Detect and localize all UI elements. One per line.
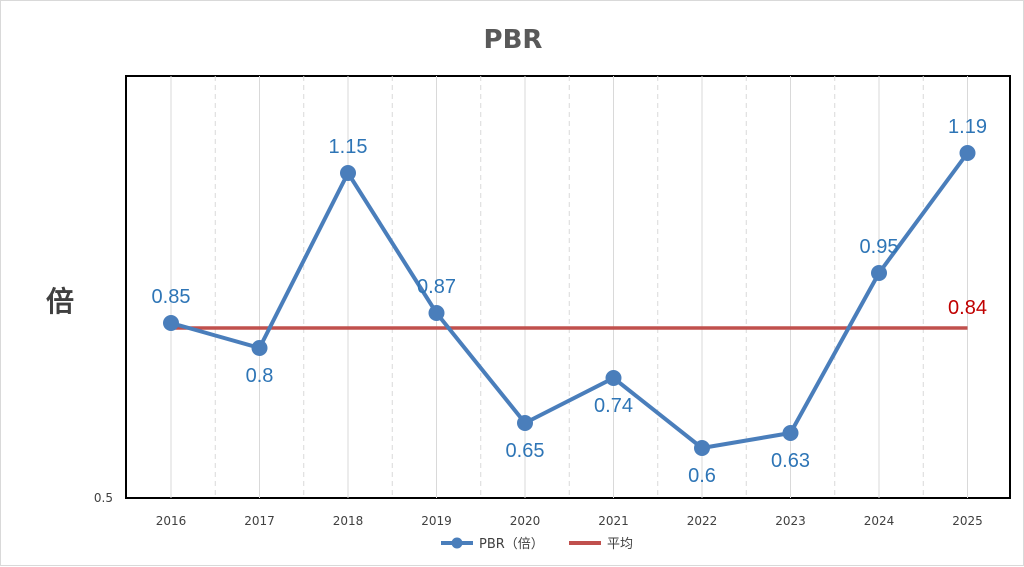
pbr-data-label: 1.19 bbox=[948, 116, 987, 138]
pbr-point bbox=[605, 370, 622, 386]
pbr-point bbox=[163, 315, 179, 331]
pbr-point bbox=[871, 265, 887, 281]
x-tick-label: 2017 bbox=[244, 514, 275, 528]
pbr-data-label: 0.87 bbox=[417, 276, 456, 298]
x-tick-label: 2018 bbox=[333, 514, 364, 528]
pbr-point bbox=[340, 165, 356, 181]
pbr-data-label: 0.65 bbox=[506, 440, 545, 462]
x-tick-label: 2016 bbox=[156, 514, 187, 528]
pbr-point bbox=[694, 440, 710, 456]
data-label-layer: 0.85 0.8 1.15 0.87 0.65 0.74 0.6 0.63 0.95 1.19 0.… bbox=[152, 116, 987, 487]
grid-layer bbox=[170, 76, 968, 498]
x-tick-label: 2025 bbox=[952, 514, 983, 528]
pbr-point bbox=[782, 425, 799, 441]
y-axis-label: 倍 bbox=[46, 285, 74, 318]
tick-label-layer: 2016 2017 2018 2019 2020 2021 2022 2023 2024 2025… bbox=[94, 491, 983, 528]
x-tick-label: 2019 bbox=[421, 514, 452, 528]
series-layer bbox=[163, 145, 976, 456]
chart-title: PBR bbox=[484, 25, 543, 55]
average-value-label: 0.84 bbox=[948, 297, 987, 319]
pbr-data-label: 0.8 bbox=[246, 365, 274, 387]
pbr-data-label: 0.63 bbox=[771, 450, 810, 472]
pbr-data-label: 0.85 bbox=[152, 286, 191, 308]
pbr-data-label: 1.15 bbox=[329, 136, 368, 158]
x-tick-label: 2023 bbox=[775, 514, 806, 528]
legend-average-label: 平均 bbox=[607, 537, 633, 552]
pbr-point bbox=[959, 145, 976, 161]
y-tick-label: 0.5 bbox=[94, 491, 113, 505]
x-tick-label: 2020 bbox=[510, 514, 541, 528]
pbr-point bbox=[428, 305, 445, 321]
legend-pbr-label: PBR（倍） bbox=[479, 537, 544, 552]
pbr-data-label: 0.74 bbox=[594, 395, 633, 417]
pbr-data-label: 0.6 bbox=[688, 465, 716, 487]
pbr-data-label: 0.95 bbox=[860, 236, 899, 258]
legend-pbr-marker bbox=[451, 537, 463, 549]
legend: PBR（倍） 平均 bbox=[441, 537, 633, 552]
x-tick-label: 2021 bbox=[598, 514, 629, 528]
pbr-point bbox=[251, 340, 268, 356]
pbr-series-line bbox=[170, 151, 970, 450]
x-tick-label: 2024 bbox=[864, 514, 895, 528]
pbr-point bbox=[517, 415, 533, 431]
x-tick-label: 2022 bbox=[687, 514, 718, 528]
plot-area bbox=[125, 75, 1011, 499]
